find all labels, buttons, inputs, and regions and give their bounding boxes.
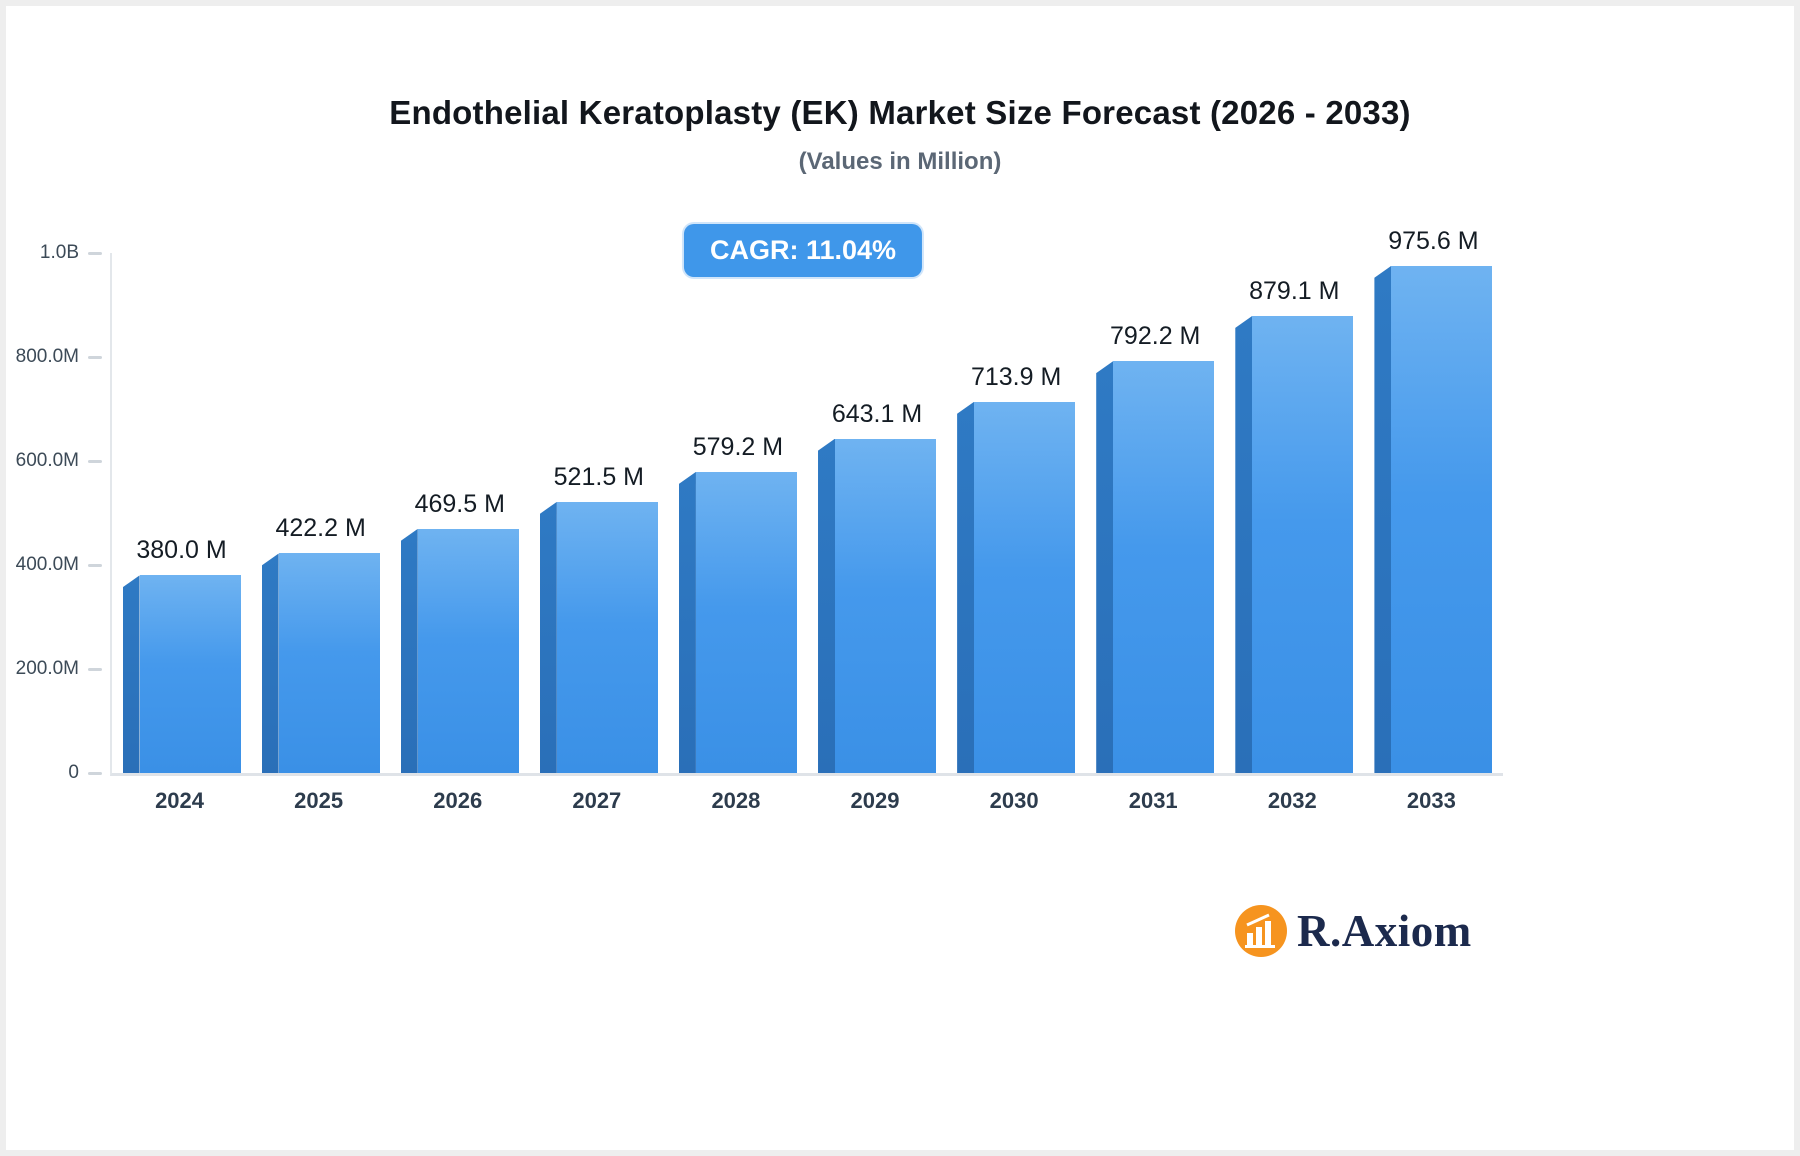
y-tick-label: 1.0B [39, 242, 79, 263]
y-tick-label: 800.0M [15, 346, 79, 367]
bar-side-face [678, 471, 696, 773]
bar-2029: 643.1 M [818, 400, 937, 773]
y-tick-label: 400.0M [15, 554, 79, 575]
bar-side-face [539, 501, 557, 773]
bar-2030: 713.9 M [957, 363, 1076, 773]
y-tick-mark [88, 355, 102, 359]
x-axis-label-2028: 2028 [711, 788, 761, 813]
y-tick-800.0M: 800.0M [16, 346, 102, 368]
bar-value-label: 521.5 M [553, 462, 644, 491]
bar-value-label: 380.0 M [136, 536, 227, 565]
bar-chart-icon [1234, 904, 1288, 958]
bar-side-face [1374, 265, 1392, 773]
logo: R.Axiom [1234, 904, 1472, 958]
bar-slot-2026: 469.5 M [390, 253, 529, 773]
bar-side-face [1235, 315, 1253, 773]
y-tick-0: 0 [68, 762, 102, 784]
bar-side-face [1096, 361, 1114, 773]
logo-text: R.Axiom [1297, 906, 1472, 956]
y-tick-mark [88, 667, 102, 671]
y-tick-600.0M: 600.0M [16, 450, 102, 472]
bar-slot-2029: 643.1 M [807, 253, 946, 773]
plot-area: 380.0 M 422.2 M 469.5 M 521.5 M 579.2 M 643.1… [110, 227, 1503, 776]
bar-front-face [835, 438, 937, 773]
bar-value-label: 469.5 M [414, 489, 505, 518]
bar-value-label: 643.1 M [831, 399, 923, 428]
y-tick-200.0M: 200.0M [16, 658, 102, 680]
bar-value-label: 579.2 M [692, 432, 784, 461]
x-axis-label-2031: 2031 [1128, 788, 1178, 813]
bar-2027: 521.5 M [539, 463, 658, 773]
y-tick-mark [88, 459, 102, 463]
x-axis-label-2032: 2032 [1267, 788, 1317, 813]
y-axis: 0 200.0M 400.0M 600.0M 800.0M 1.0B [6, 242, 102, 783]
bar-slot-2024: 380.0 M [112, 253, 251, 773]
x-axis-label-2029: 2029 [850, 788, 900, 813]
bar-2033: 975.6 M [1374, 227, 1493, 773]
bar-slot-2027: 521.5 M [529, 253, 668, 773]
x-axis-label-2025: 2025 [294, 788, 344, 813]
bar-side-face [261, 553, 279, 773]
bar-slot-2025: 422.2 M [251, 253, 390, 773]
y-tick-label: 0 [68, 762, 79, 783]
bar-2024: 380.0 M [122, 536, 241, 773]
chart-subtitle: (Values in Million) [798, 148, 1002, 175]
bar-2031: 792.2 M [1096, 322, 1215, 773]
bar-front-face [1391, 265, 1493, 773]
y-tick-400.0M: 400.0M [16, 554, 102, 576]
bar-value-label: 975.6 M [1388, 226, 1479, 255]
bar-value-label: 879.1 M [1249, 276, 1340, 305]
y-tick-mark [88, 563, 102, 567]
x-axis-label-2033: 2033 [1406, 788, 1456, 813]
bar-front-face [139, 575, 241, 773]
bar-2032: 879.1 M [1235, 277, 1354, 773]
bar-slot-2028: 579.2 M [668, 253, 807, 773]
cagr-badge-label: CAGR: 11.04% [709, 235, 897, 265]
bar-value-label: 792.2 M [1110, 322, 1201, 351]
y-tick-mark [88, 771, 102, 775]
bar-2026: 469.5 M [400, 490, 519, 773]
bar-slot-2033: 975.6 M [1364, 227, 1503, 773]
x-axis-label-2030: 2030 [989, 788, 1039, 813]
chart-title: Endothelial Keratoplasty (EK) Market Siz… [389, 94, 1411, 131]
bar-front-face [278, 553, 380, 773]
bar-front-face [417, 528, 519, 773]
y-tick-label: 600.0M [15, 450, 79, 471]
x-axis-label-2027: 2027 [572, 788, 622, 813]
x-axis-label-2026: 2026 [433, 788, 483, 813]
bar-slot-2031: 792.2 M [1086, 253, 1225, 773]
bar-side-face [957, 401, 975, 773]
x-axis: 2024 2025 2026 2027 2028 2029 2030 2031 2032 2033 [110, 788, 1501, 814]
bar-slot-2032: 879.1 M [1225, 253, 1364, 773]
bar-front-face [1252, 315, 1354, 773]
bar-2025: 422.2 M [261, 514, 380, 773]
bar-front-face [1113, 361, 1215, 773]
bar-side-face [122, 575, 140, 773]
bar-value-label: 422.2 M [275, 514, 366, 543]
bar-front-face [695, 471, 797, 773]
cagr-badge: CAGR: 11.04% [683, 224, 923, 277]
y-tick-label: 200.0M [15, 658, 79, 679]
y-tick-1.0B: 1.0B [40, 242, 102, 264]
bar-front-face [556, 501, 658, 773]
bar-front-face [974, 401, 1076, 773]
x-axis-label-2024: 2024 [155, 788, 205, 813]
bar-slot-2030: 713.9 M [947, 253, 1086, 773]
y-tick-mark [88, 251, 102, 255]
bar-side-face [400, 528, 418, 773]
bar-2028: 579.2 M [678, 433, 797, 773]
bar-side-face [818, 438, 836, 773]
bar-value-label: 713.9 M [970, 362, 1062, 391]
